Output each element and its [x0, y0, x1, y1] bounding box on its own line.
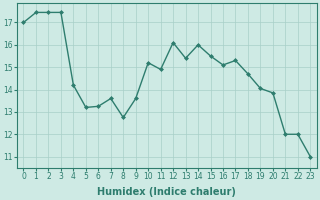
X-axis label: Humidex (Indice chaleur): Humidex (Indice chaleur): [98, 187, 236, 197]
